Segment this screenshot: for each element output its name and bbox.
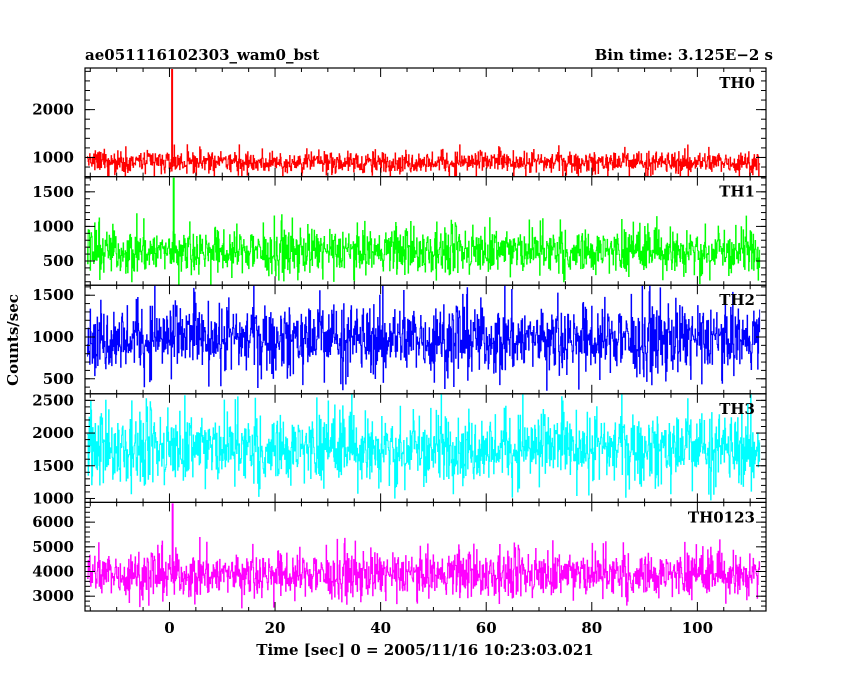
x-tick-label-0: 0 [164, 619, 174, 637]
panel-th3: 1000 1500 2000 2500 TH3 [32, 391, 767, 507]
bin-time-label: Bin time: 3.125E−2 s [595, 46, 773, 64]
y-tick-label-th0-2000: 2000 [32, 101, 74, 119]
y-tick-label-th3-1500: 1500 [32, 457, 74, 475]
x-tick-label-60: 60 [476, 619, 497, 637]
panel-th2: 500 1000 1500 TH2 [32, 284, 767, 395]
y-tick-label-th1-500: 500 [43, 252, 74, 270]
y-tick-label-th1-1000: 1000 [32, 217, 74, 235]
panel-th0123: 3000 4000 5000 6000 TH0123 [32, 501, 767, 612]
y-tick-label-th0123-4000: 4000 [32, 563, 74, 581]
y-tick-label-th1-1500: 1500 [32, 183, 74, 201]
panel-label-th2: TH2 [719, 291, 755, 309]
panel-th0: 1000 2000 TH0 [32, 67, 767, 178]
x-tick-label-100: 100 [682, 619, 713, 637]
panels-group: 1000 2000 TH0 500 1000 1500 TH1 500 1000 1500 TH2 1… [32, 67, 767, 612]
y-tick-label-th0123-5000: 5000 [32, 538, 74, 556]
y-axis-label: Counts/sec [4, 294, 22, 386]
y-tick-label-th2-1000: 1000 [32, 328, 74, 346]
x-axis: 0 20 40 60 80 100 [164, 619, 713, 637]
y-tick-label-th3-1000: 1000 [32, 489, 74, 507]
panel-label-th3: TH3 [719, 400, 755, 418]
y-tick-label-th3-2500: 2500 [32, 391, 74, 409]
x-tick-label-20: 20 [265, 619, 286, 637]
x-tick-label-40: 40 [370, 619, 391, 637]
panel-th1: 500 1000 1500 TH1 [32, 176, 767, 286]
x-axis-label: Time [sec] 0 = 2005/11/16 10:23:03.021 [256, 641, 593, 659]
series-line-th0123 [87, 537, 761, 609]
chart-title: ae051116102303_wam0_bst [85, 46, 319, 64]
y-tick-label-th2-500: 500 [43, 370, 74, 388]
panel-label-th0: TH0 [719, 74, 755, 92]
y-tick-label-th0123-3000: 3000 [32, 587, 74, 605]
series-line-th0 [87, 144, 761, 177]
y-tick-label-th0123-6000: 6000 [32, 513, 74, 531]
panel-label-th1: TH1 [719, 183, 755, 201]
y-tick-label-th2-1500: 1500 [32, 286, 74, 304]
series-line-th2 [87, 285, 761, 391]
y-tick-label-th0-1000: 1000 [32, 148, 74, 166]
series-line-th1 [87, 213, 761, 285]
panel-label-th0123: TH0123 [688, 508, 755, 526]
series-line-th3 [87, 394, 761, 501]
y-tick-label-th3-2000: 2000 [32, 424, 74, 442]
x-tick-label-80: 80 [581, 619, 602, 637]
